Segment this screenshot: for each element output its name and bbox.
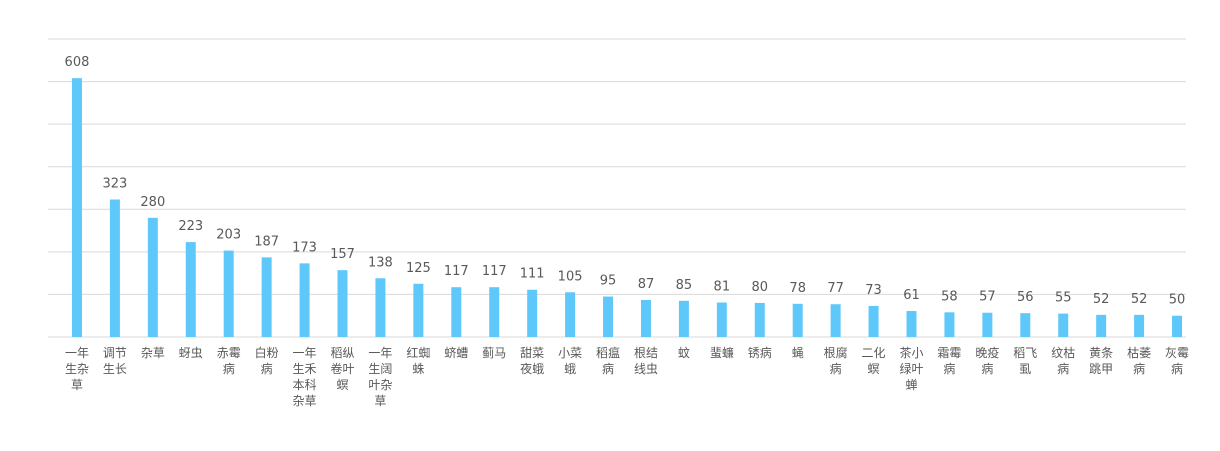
value-label: 187 [254, 234, 279, 249]
value-label: 57 [979, 290, 996, 305]
value-label: 125 [406, 261, 431, 276]
bar [1134, 314, 1145, 337]
value-label: 111 [520, 267, 545, 282]
value-label: 280 [140, 195, 165, 210]
bar [640, 299, 651, 337]
value-label: 55 [1055, 291, 1072, 306]
bar [716, 302, 727, 337]
bar [527, 289, 538, 337]
bar [830, 304, 841, 337]
x-tick-label: 红蜘蛛 [406, 345, 430, 376]
value-label: 50 [1169, 293, 1186, 308]
x-tick-label: 霜霉病 [937, 346, 961, 376]
x-tick-label: 锈病 [748, 345, 772, 360]
x-tick-label: 根腐病 [824, 345, 848, 376]
value-label: 81 [714, 280, 731, 295]
value-label: 117 [482, 264, 507, 279]
value-label: 138 [368, 255, 393, 270]
bar [1020, 313, 1031, 337]
bar [223, 250, 234, 337]
x-tick-label: 稻纵卷叶螟 [330, 346, 354, 392]
bar [299, 263, 310, 337]
x-tick-label: 一年生禾本科杂草 [293, 346, 317, 408]
bar [337, 270, 348, 337]
bar [1172, 315, 1183, 337]
value-label: 173 [292, 240, 317, 255]
x-tick-label: 茶小绿叶蝉 [899, 345, 923, 392]
x-tick-label: 黄条跳甲 [1089, 346, 1113, 376]
x-tick-label: 稻瘟病 [596, 345, 620, 376]
bar [413, 283, 424, 337]
x-tick-label: 蚜虫 [179, 345, 203, 360]
value-label: 157 [330, 247, 355, 262]
x-tick-label: 赤霉病 [217, 346, 241, 376]
x-tick-label: 调节生长 [103, 346, 127, 376]
value-label: 117 [444, 264, 469, 279]
bar [603, 296, 614, 337]
value-label: 73 [865, 283, 882, 298]
value-label: 105 [558, 269, 583, 284]
bar [375, 278, 386, 337]
x-tick-label: 纹枯病 [1051, 345, 1075, 376]
x-tick-label: 稻飞虱 [1013, 346, 1037, 376]
bar [1058, 313, 1069, 337]
x-tick-label: 白粉病 [255, 345, 279, 376]
bar [982, 312, 993, 337]
value-label: 323 [102, 176, 127, 191]
x-tick-label: 甜菜夜蛾 [520, 346, 544, 376]
bar [906, 311, 917, 337]
bar [565, 292, 576, 337]
value-label: 52 [1131, 292, 1148, 307]
bar [261, 257, 272, 337]
value-label: 87 [638, 277, 655, 292]
x-tick-label: 一年生阔叶杂草 [368, 346, 392, 408]
value-label: 77 [827, 281, 844, 296]
bar [451, 287, 462, 337]
bar [71, 78, 82, 337]
bar [147, 217, 158, 337]
x-tick-label: 蓟马 [482, 346, 506, 360]
x-tick-label: 一年生杂草 [65, 346, 89, 392]
value-label: 608 [65, 55, 90, 70]
x-tick-label: 蜚蠊 [710, 346, 734, 360]
x-tick-label: 杂草 [141, 346, 165, 360]
value-label: 56 [1017, 290, 1034, 305]
x-tick-label: 根结线虫 [634, 346, 658, 376]
x-tick-label: 蛴螬 [444, 345, 468, 360]
x-tick-label: 蝇 [792, 346, 804, 360]
value-label: 61 [903, 288, 920, 303]
value-label: 223 [178, 219, 203, 234]
value-label: 78 [789, 281, 806, 296]
value-label: 58 [941, 289, 958, 304]
bar [185, 242, 196, 337]
bar [792, 303, 803, 337]
x-tick-label: 蚊 [678, 345, 690, 360]
bar [754, 302, 765, 337]
bar [678, 300, 689, 337]
bar [489, 287, 500, 337]
x-tick-label: 灰霉病 [1165, 346, 1189, 376]
value-label: 85 [676, 278, 693, 293]
x-tick-label: 小菜蛾 [558, 346, 582, 376]
value-label: 95 [600, 274, 617, 289]
bar [109, 199, 120, 337]
bar [944, 312, 955, 337]
value-label: 80 [751, 280, 768, 295]
bar [1096, 314, 1107, 337]
value-label: 52 [1093, 292, 1110, 307]
x-tick-label: 枯萎病 [1127, 345, 1151, 376]
x-tick-label: 二化螟 [862, 346, 886, 376]
value-label: 203 [216, 228, 241, 243]
bar [868, 305, 879, 337]
x-tick-label: 晚疫病 [975, 345, 999, 376]
